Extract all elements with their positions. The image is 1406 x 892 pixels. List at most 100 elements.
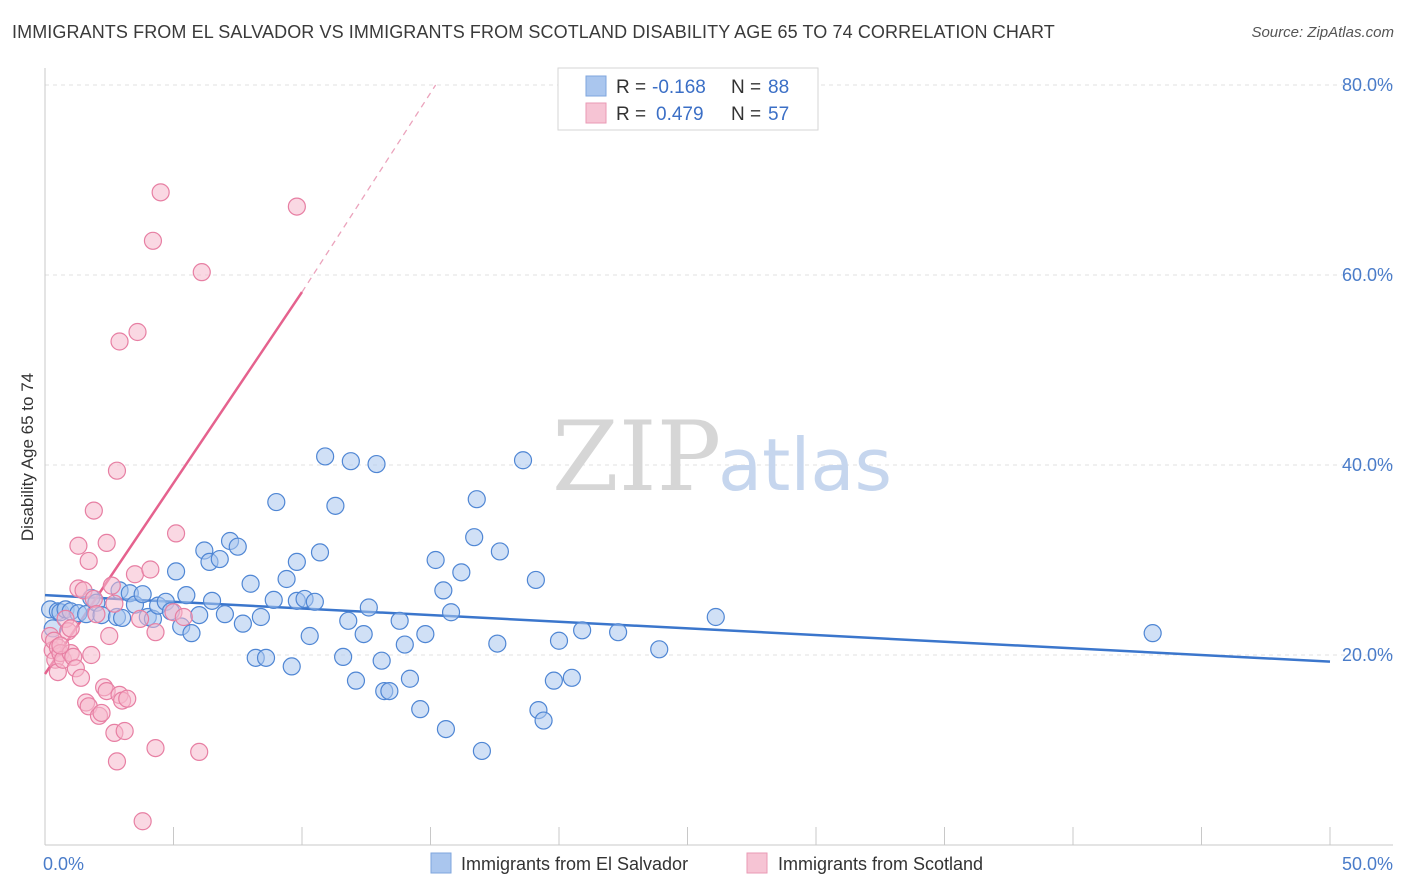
point-el-salvador: [202, 591, 222, 610]
watermark: ZIP atlas: [552, 401, 892, 513]
legend-n-value-1: 88: [768, 77, 789, 98]
watermark-atlas: atlas: [718, 423, 892, 507]
point-el-salvador: [534, 711, 553, 730]
point-el-salvador: [177, 586, 196, 605]
point-scotland: [125, 565, 145, 584]
point-el-salvador: [334, 647, 353, 667]
legend-r-value-2: 0.479: [656, 104, 704, 125]
legend-r-value-1: -0.168: [652, 77, 706, 98]
point-el-salvador: [233, 614, 252, 633]
point-scotland: [79, 551, 98, 571]
chart-title: IMMIGRANTS FROM EL SALVADOR VS IMMIGRANT…: [12, 22, 1055, 42]
point-el-salvador: [513, 451, 533, 470]
point-el-salvador: [359, 598, 378, 617]
point-scotland: [192, 263, 211, 282]
point-el-salvador: [287, 552, 306, 572]
point-el-salvador: [490, 542, 509, 561]
point-el-salvador: [1143, 624, 1162, 643]
point-el-salvador: [395, 635, 414, 654]
point-el-salvador: [436, 719, 456, 739]
point-scotland: [110, 332, 129, 351]
y-tick-label: 40.0%: [1342, 455, 1393, 475]
point-el-salvador: [228, 537, 247, 556]
point-el-salvador: [562, 668, 581, 687]
point-el-salvador: [573, 621, 592, 640]
point-el-salvador: [544, 671, 563, 690]
point-scotland: [92, 703, 111, 723]
series-legend-swatch-blue: [430, 852, 452, 874]
x-tick-label: 50.0%: [1342, 854, 1393, 874]
point-el-salvador: [112, 608, 132, 628]
point-scotland: [107, 461, 127, 480]
point-el-salvador: [310, 543, 330, 562]
point-el-salvador: [472, 741, 491, 761]
point-scotland: [71, 668, 91, 687]
point-el-salvador: [241, 574, 260, 593]
point-scotland: [97, 533, 116, 553]
point-scotland: [141, 560, 160, 579]
y-tick-label: 80.0%: [1342, 75, 1393, 95]
watermark-zip: ZIP: [552, 401, 721, 513]
legend-swatch-blue: [585, 75, 607, 97]
point-el-salvador: [316, 447, 335, 466]
point-scotland: [166, 524, 186, 543]
x-tick-labels: 0.0% 50.0%: [43, 854, 1393, 874]
point-el-salvador: [452, 563, 471, 582]
point-el-salvador: [341, 452, 360, 471]
point-el-salvador: [380, 681, 399, 701]
point-el-salvador: [267, 492, 286, 512]
point-el-salvador: [650, 640, 669, 659]
point-el-salvador: [372, 651, 391, 670]
point-scotland: [287, 197, 306, 216]
chart-source: Source: ZipAtlas.com: [1251, 24, 1394, 41]
point-el-salvador: [182, 624, 201, 643]
axes: [44, 68, 1393, 846]
point-scotland: [51, 636, 70, 655]
point-el-salvador: [354, 624, 373, 644]
y-tick-label: 60.0%: [1342, 265, 1393, 285]
point-el-salvador: [256, 648, 276, 667]
point-el-salvador: [367, 454, 386, 474]
legend-r-label-2: R =: [616, 104, 646, 125]
point-el-salvador: [251, 607, 270, 627]
point-scotland: [87, 605, 106, 624]
point-el-salvador: [166, 562, 186, 581]
point-el-salvador: [467, 490, 486, 509]
y-tick-label: 20.0%: [1342, 645, 1393, 665]
point-el-salvador: [465, 528, 484, 547]
point-el-salvador: [426, 550, 445, 570]
point-el-salvador: [210, 549, 229, 569]
grid-lines: [45, 84, 1393, 656]
point-scotland: [143, 231, 163, 250]
correlation-legend: R = -0.168 N = 88 R = 0.479 N = 57: [557, 67, 819, 131]
point-scotland: [69, 536, 88, 555]
point-el-salvador: [441, 603, 461, 622]
point-scotland: [118, 689, 137, 708]
y-tick-labels: 20.0% 40.0% 60.0% 80.0%: [1342, 75, 1393, 665]
point-el-salvador: [609, 623, 628, 642]
point-el-salvador: [305, 592, 324, 611]
point-el-salvador: [411, 700, 430, 719]
point-el-salvador: [526, 570, 545, 590]
point-el-salvador: [215, 605, 234, 624]
point-el-salvador: [133, 585, 152, 604]
x-tick-label: 0.0%: [43, 854, 84, 874]
point-el-salvador: [190, 605, 209, 625]
point-scotland: [174, 607, 193, 627]
point-scotland: [61, 619, 80, 638]
legend-n-label-2: N =: [731, 104, 761, 125]
point-scotland: [115, 721, 134, 741]
point-scotland: [100, 626, 119, 646]
point-el-salvador: [488, 634, 507, 653]
point-el-salvador: [282, 657, 301, 676]
trend-lines: [43, 84, 1331, 675]
legend-n-label-1: N =: [731, 77, 761, 98]
point-scotland: [105, 594, 124, 613]
point-el-salvador: [434, 581, 453, 600]
trend-extension-scotland: [301, 84, 437, 293]
point-el-salvador: [346, 671, 366, 690]
point-el-salvador: [326, 496, 345, 515]
data-points: [41, 183, 1162, 831]
point-scotland: [102, 576, 121, 595]
